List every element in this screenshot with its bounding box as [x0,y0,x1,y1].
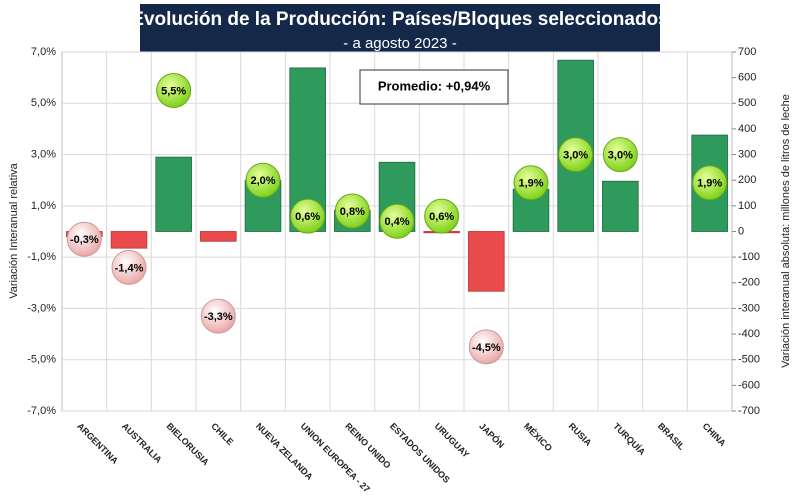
data-label: 0,6% [295,211,320,223]
y2-tick-label: -100 [738,251,760,263]
bubble [334,193,370,229]
bar [602,180,639,232]
bubble [558,137,594,173]
x-tick-label: BIELORUSIA [165,421,212,468]
data-label: 0,8% [340,206,365,218]
y2-axis-label: Variación interanual absoluta: millones … [780,94,792,368]
data-label: 2,0% [250,175,275,187]
data-label: 1,9% [697,178,722,190]
data-label: 1,9% [518,178,543,190]
bubble [379,203,415,239]
data-label: -4,5% [472,342,501,354]
bubble [290,198,326,234]
data-label: 0,4% [384,216,409,228]
chart-subtitle: - a agosto 2023 - [343,35,456,52]
y2-tick-label: -700 [738,405,760,417]
x-tick-label: REINO UNIDO [343,421,393,471]
bubble [156,72,192,108]
y2-tick-label: 200 [738,174,756,186]
y2-tick-label: -600 [738,379,760,391]
y-axis-label: Variación Interanual relativa [8,162,20,298]
y-tick-label: -5,0% [27,354,56,366]
bubble [200,298,236,334]
y-tick-label: -1,0% [27,251,56,263]
y-tick-label: 7,0% [31,46,56,58]
x-tick-label: TURQUÍA [611,421,647,457]
data-label: -0,3% [70,234,99,246]
bubble [602,137,638,173]
y2-tick-label: 400 [738,123,756,135]
data-label: 5,5% [161,85,186,97]
y2-tick-label: 0 [738,225,744,237]
bar [155,156,192,232]
y2-tick-label: -400 [738,328,760,340]
x-tick-label: BRASIL [656,421,687,452]
x-tick-label: JAPÓN [477,420,507,450]
bubble [513,165,549,201]
y2-tick-label: 700 [738,46,756,58]
data-label: 0,6% [429,211,454,223]
y-tick-label: 5,0% [31,97,56,109]
bubble [111,249,147,285]
y2-tick-label: 600 [738,72,756,84]
y2-tick-label: 100 [738,200,756,212]
bubble [424,198,460,234]
bar [110,231,148,249]
y-tick-label: -7,0% [27,405,56,417]
data-label: -3,3% [204,311,233,323]
data-label: 3,0% [563,149,588,161]
x-tick-label: AUSTRALIA [120,421,164,465]
x-tick-label: URUGUAY [433,421,472,460]
y2-tick-label: 500 [738,97,756,109]
y2-tick-label: -500 [738,354,760,366]
y-tick-label: -3,0% [27,302,56,314]
data-label: -1,4% [115,262,144,274]
chart-title: Evolución de la Producción: Países/Bloqu… [131,9,668,30]
y2-tick-label: -300 [738,302,760,314]
bubble [692,165,728,201]
bubble [245,162,281,198]
bubble [468,329,504,365]
x-tick-label: CHINA [701,421,729,449]
x-tick-label: CHILE [209,421,235,447]
bar [468,231,505,292]
bubble [66,221,102,257]
bar [200,231,237,242]
annotation-box [359,69,509,105]
annotation: Promedio: +0,94% [378,78,491,93]
x-tick-label: RUSIA [567,421,594,448]
y2-tick-label: -200 [738,277,760,289]
data-label: 3,0% [608,149,633,161]
y2-tick-label: 300 [738,148,756,160]
x-tick-label: ARGENTINA [75,421,120,466]
y-tick-label: 3,0% [31,148,56,160]
y-tick-label: 1,0% [31,200,56,212]
title-box [140,4,660,56]
x-tick-label: MÉXICO [522,421,554,453]
